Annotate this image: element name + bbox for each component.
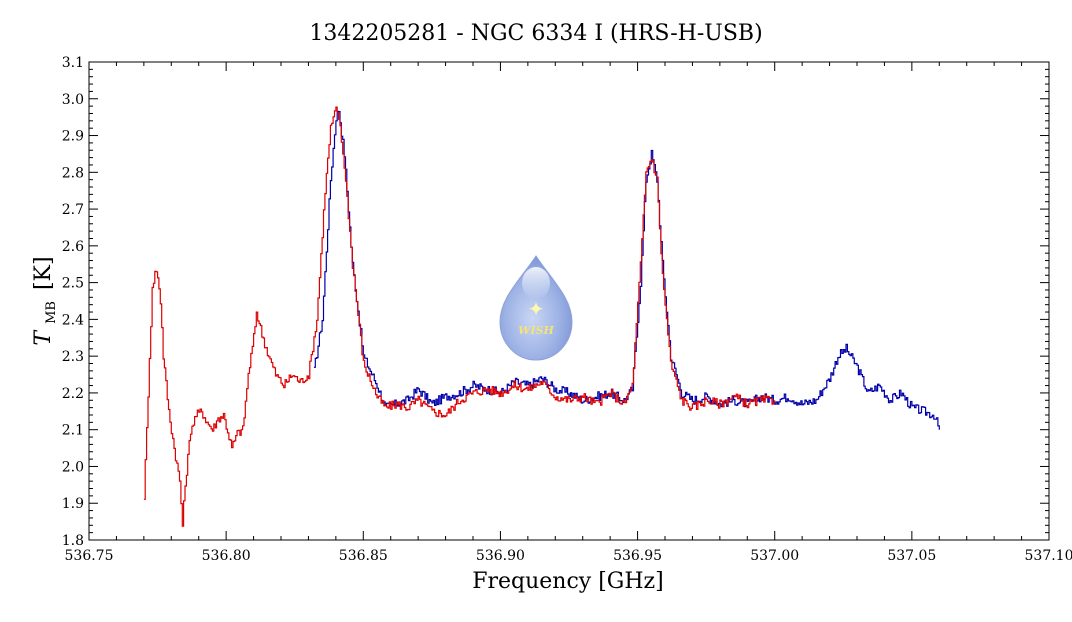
x-tick-label: 536.80 bbox=[202, 548, 251, 564]
series-line-1 bbox=[144, 107, 775, 526]
x-tick-label: 536.85 bbox=[339, 548, 388, 564]
wish-logo-text: WISH bbox=[518, 324, 554, 337]
y-tick-label: 2.1 bbox=[62, 423, 84, 439]
plot-frame bbox=[89, 62, 1049, 540]
x-tick-label: 536.95 bbox=[613, 548, 662, 564]
y-tick-label: 2.3 bbox=[62, 349, 84, 365]
y-axis-label-sub: MB bbox=[44, 301, 59, 324]
wish-star-icon: ✦ bbox=[528, 297, 545, 321]
chart-title: 1342205281 - NGC 6334 I (HRS-H-USB) bbox=[309, 21, 762, 46]
y-tick-label: 2.4 bbox=[62, 312, 84, 328]
y-tick-label: 3.0 bbox=[62, 92, 84, 108]
y-axis-label-unit: [K] bbox=[31, 256, 56, 290]
wish-drop-shine bbox=[522, 267, 550, 299]
y-tick-label: 1.9 bbox=[62, 496, 84, 512]
x-tick-label: 537.05 bbox=[887, 548, 936, 564]
y-tick-label: 2.2 bbox=[62, 386, 84, 402]
y-tick-label: 3.1 bbox=[62, 55, 84, 71]
x-tick-label: 537.00 bbox=[750, 548, 799, 564]
y-tick-label: 2.8 bbox=[62, 165, 84, 181]
y-tick-label: 2.0 bbox=[62, 459, 84, 475]
y-tick-label: 2.9 bbox=[62, 129, 84, 145]
y-axis-label-main: T bbox=[31, 329, 56, 346]
x-tick-label: 536.90 bbox=[476, 548, 525, 564]
x-tick-label: 536.75 bbox=[65, 548, 114, 564]
y-tick-label: 2.5 bbox=[62, 276, 84, 292]
y-axis-label: T MB [K] bbox=[31, 256, 61, 345]
series-line-0 bbox=[314, 111, 939, 429]
x-axis-label: Frequency [GHz] bbox=[472, 569, 664, 594]
wish-logo: ✦ WISH bbox=[500, 256, 572, 360]
y-tick-label: 2.6 bbox=[62, 239, 84, 255]
y-tick-label: 1.8 bbox=[62, 533, 84, 549]
x-tick-label: 537.10 bbox=[1025, 548, 1072, 564]
y-tick-label: 2.7 bbox=[62, 202, 84, 218]
